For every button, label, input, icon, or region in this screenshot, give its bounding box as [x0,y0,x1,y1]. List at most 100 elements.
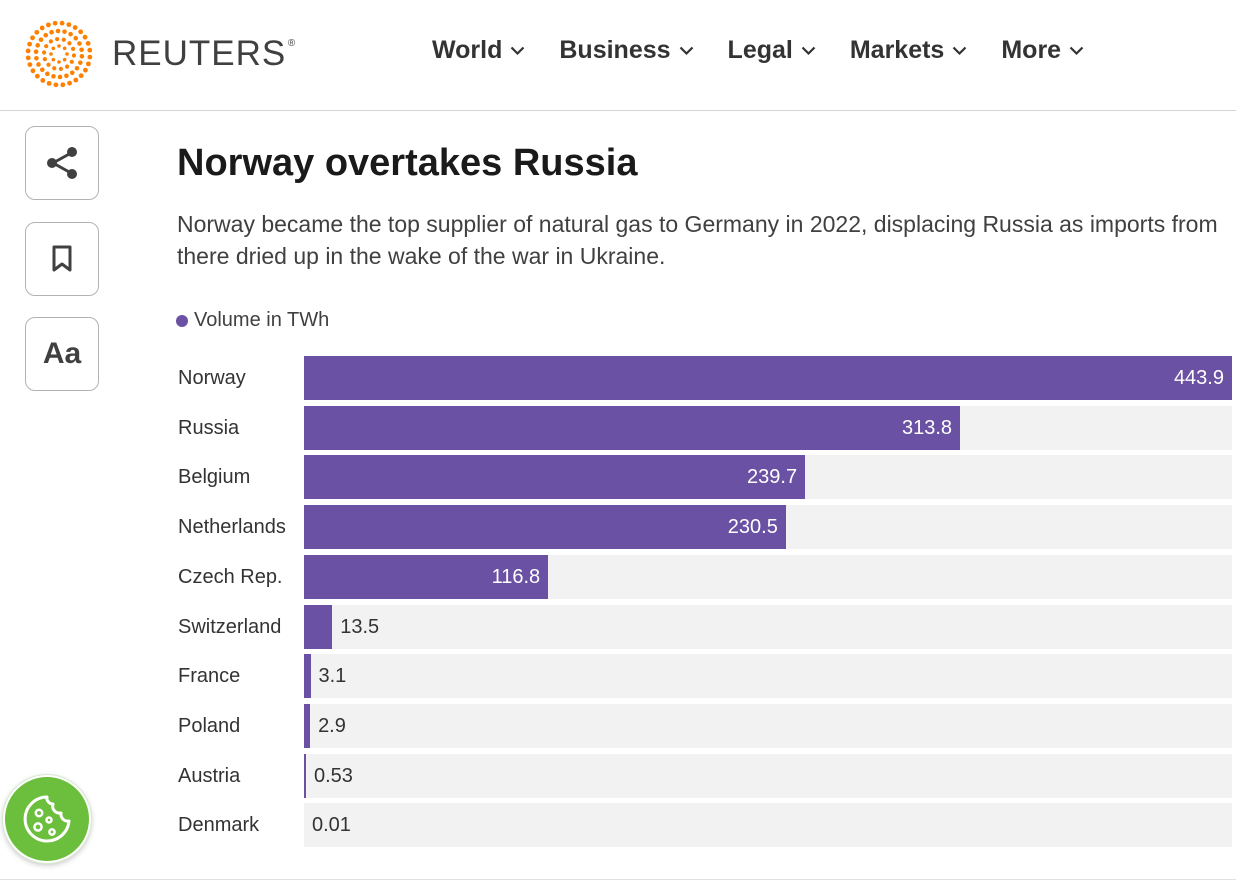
bar [304,356,1232,400]
logo-dot [48,39,53,44]
logo-dot [55,28,61,34]
category-label: Netherlands [178,516,286,538]
logo-dot [35,43,40,48]
logo-dot [87,54,93,60]
logo-dot [82,34,88,40]
logo-dot [57,60,61,64]
nav-markets[interactable]: Markets [850,36,968,65]
data-label: 230.5 [727,516,778,538]
chevron-down-icon [801,46,816,55]
cookie-icon [23,795,71,843]
reuters-logo[interactable]: REUTERS ® [24,20,295,88]
main-nav: World Business Legal Markets More [432,36,1118,65]
logo-dot [49,52,53,56]
chevron-down-icon [1069,46,1084,55]
divider [0,879,1236,880]
data-label: 313.8 [901,417,953,439]
site-header: REUTERS ® World Business Legal Markets Mo… [0,0,1236,111]
logo-dot [74,66,80,71]
category-label: Norway [178,367,246,389]
nav-legal-label: Legal [727,36,793,64]
logo-dot [64,73,69,79]
share-button[interactable] [25,126,99,200]
logo-dot [79,54,85,59]
bar [304,754,306,798]
logo-dot [27,62,33,67]
logo-dot [43,32,49,38]
logo-dot [36,62,41,67]
logo-dot [25,48,31,54]
bar [304,406,960,450]
logo-dot [65,64,70,69]
logo-dot [34,73,40,79]
bookmark-button[interactable] [25,222,99,296]
data-label: 13.5 [340,616,380,638]
text-size-button[interactable]: Aa [25,317,99,391]
logo-dot [46,62,51,67]
logo-dot [79,47,84,53]
logo-dot [25,55,31,61]
bar [304,704,311,748]
nav-more-label: More [1001,36,1062,64]
logo-dot [71,53,77,58]
logo-dot [46,80,52,86]
chart-title: Norway overtakes Russia [177,142,638,184]
nav-world-label: World [432,36,503,64]
logo-dot [69,59,74,64]
chevron-down-icon [953,46,967,55]
logo-dot [61,37,66,42]
bar-track [304,505,1232,549]
category-label: Czech Rep. [178,566,283,588]
cookie-settings-button[interactable] [3,775,91,863]
logo-dot [68,31,73,37]
category-label: Denmark [178,814,260,836]
bar-track [304,406,1232,450]
logo-dot [73,35,79,41]
logo-dot [69,70,75,76]
chevron-down-icon [679,46,693,55]
logo-dot [85,61,91,67]
logo-dot [59,20,65,26]
bar-track [304,654,1232,698]
nav-world[interactable]: World [432,36,525,65]
logo-dot [51,57,56,62]
data-label: 2.9 [318,715,346,737]
bar-track [304,605,1232,649]
logo-dot [33,49,39,54]
logo-dot [51,74,56,79]
data-label: 239.7 [747,466,798,488]
data-label: 116.8 [491,566,541,588]
bar-track [304,803,1232,847]
logo-dot [52,20,58,26]
text-size-label: Aa [42,337,82,370]
bar-track [304,704,1232,748]
bar-track [304,455,1232,499]
logo-dot [62,46,67,51]
legend-label: Volume in TWh [194,309,330,331]
bar [304,505,786,549]
bar [304,605,333,649]
legend-swatch [176,314,188,327]
logo-dot [77,41,82,46]
logo-dot [44,44,49,49]
logo-dot [78,60,83,65]
nav-legal[interactable]: Legal [728,36,816,65]
logo-dot [67,41,72,46]
data-label: 443.9 [1173,367,1224,389]
logo-dot [65,52,69,56]
logo-dot [66,22,72,28]
bar [304,654,311,698]
logo-dot [57,74,63,80]
logo-dot [34,55,39,61]
logo-dot [49,29,54,35]
logo-dot [27,41,33,47]
nav-markets-label: Markets [849,36,945,64]
bar-track [304,754,1232,798]
nav-more[interactable]: More [1001,36,1084,65]
category-label: Poland [178,715,241,737]
bookmark-icon [52,245,72,272]
logo-dot [62,57,67,62]
category-label: France [178,665,241,687]
nav-business[interactable]: Business [559,36,693,65]
logo-dot [41,50,47,55]
